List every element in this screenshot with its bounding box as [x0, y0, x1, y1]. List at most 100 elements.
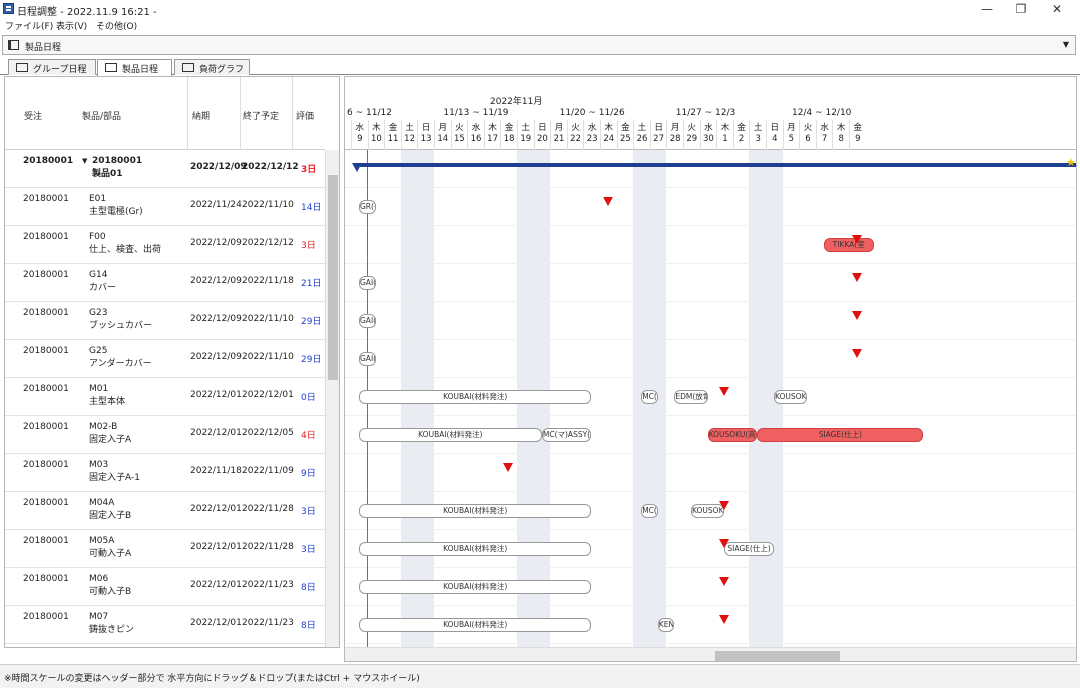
day-cell: 土 26 — [633, 120, 650, 150]
eval-days: 9日 — [301, 469, 316, 479]
header-due[interactable]: 納期 — [192, 112, 211, 122]
task-bar[interactable]: EDM(放電) — [674, 390, 708, 404]
weekday-label: 日 — [538, 123, 547, 133]
date-label: 3 — [755, 134, 761, 144]
close-button[interactable]: ✕ — [1051, 2, 1063, 16]
task-bar[interactable]: KOUBAI(材料発注) — [359, 504, 592, 518]
gantt-header[interactable]: 2022年11月 6 ~ 11/12 11/13 ~ 11/19 11/20 ~ 1… — [345, 77, 1076, 150]
task-bar[interactable]: KOUSOKU(高 — [774, 390, 808, 404]
horizontal-scrollbar[interactable] — [345, 647, 1076, 661]
chevron-down-icon[interactable]: ▼ — [1062, 40, 1069, 49]
date-label: 10 — [370, 134, 382, 144]
end-date: 2022/11/10 — [242, 352, 294, 362]
order-cell: 20180001 — [23, 460, 69, 470]
task-bar[interactable]: MC(マ — [641, 390, 658, 404]
end-date: 2022/11/09 — [242, 466, 294, 476]
menu-view[interactable]: 表示(V) — [56, 22, 88, 32]
due-marker-icon — [852, 273, 862, 282]
expand-icon[interactable]: ▼ — [82, 157, 88, 165]
table-row[interactable]: 20180001 M07 鋳抜きピン 2022/12/01 2022/11/23 8日 — [5, 606, 325, 644]
order-cell: 20180001 — [23, 422, 69, 432]
table-row[interactable]: 20180001 M03 固定入子A-1 2022/11/18 2022/11/09 9日 — [5, 454, 325, 492]
table-row[interactable]: 20180001 G25 アンダーカバー 2022/12/09 2022/11/10 29… — [5, 340, 325, 378]
table-row[interactable]: 20180001 G14 カバー 2022/12/09 2022/11/18 21日 — [5, 264, 325, 302]
header-eval[interactable]: 評価 — [296, 112, 315, 122]
part-code: M02-B — [89, 422, 118, 432]
task-bar[interactable]: GR(グ — [359, 200, 376, 214]
task-bar[interactable]: GAI(外 — [359, 314, 376, 328]
order-cell: 20180001 — [23, 536, 69, 546]
menu-other[interactable]: その他(O) — [96, 22, 138, 32]
task-bar[interactable]: GAI(外 — [359, 352, 376, 366]
list-header: 受注 製品/部品 納期 終了予定 評価 — [5, 77, 325, 150]
end-date: 2022/11/28 — [242, 542, 294, 552]
weekday-label: 土 — [521, 123, 531, 133]
task-bar[interactable]: KOUBAI(材料発注) — [359, 542, 592, 556]
tab-label: グループ日程 — [33, 65, 87, 75]
menu-file[interactable]: ファイル(F) — [5, 22, 54, 32]
due-date: 2022/12/09 — [190, 276, 242, 286]
task-bar[interactable]: SIAGE(仕上) — [724, 542, 774, 556]
table-row[interactable]: 20180001 M04A 固定入子B 2022/12/01 2022/11/28 3日 — [5, 492, 325, 530]
gantt-icon — [105, 63, 117, 72]
date-label: 25 — [619, 134, 631, 144]
task-bar[interactable]: KOUSOKU(高速) — [707, 428, 758, 442]
table-row[interactable]: 20180001 M05A 可動入子A 2022/12/01 2022/11/28 3日 — [5, 530, 325, 568]
task-bar[interactable]: KOUBAI(材料発注) — [359, 580, 592, 594]
table-row[interactable]: 20180001 ▼ 20180001 製品01 2022/12/09 2022/12/1… — [5, 150, 325, 188]
due-marker-icon — [852, 349, 862, 358]
weekday-label: 土 — [405, 123, 414, 133]
task-bar[interactable]: MC(マ — [641, 504, 658, 518]
date-label: 12 — [404, 134, 415, 144]
due-marker-icon — [603, 197, 613, 206]
tab-group-schedule[interactable]: グループ日程 — [8, 59, 96, 75]
part-name: 可動入子B — [89, 587, 132, 597]
weekday-label: 火 — [571, 123, 580, 133]
date-label: 27 — [653, 134, 664, 144]
task-bar[interactable]: KOUBAI(材料発注) — [359, 390, 592, 404]
scroll-thumb[interactable] — [715, 651, 840, 661]
tab-load-graph[interactable]: 負荷グラフ — [174, 59, 250, 75]
task-bar[interactable]: KOUBAI(材料発注) — [359, 428, 542, 442]
day-cell: 火 15 — [450, 120, 468, 150]
header-order[interactable]: 受注 — [24, 112, 43, 122]
table-row[interactable]: 20180001 M02-B 固定入子A 2022/12/01 2022/12/05 4日 — [5, 416, 325, 454]
task-bar[interactable]: TIKKA(室 — [823, 238, 874, 252]
date-label: 8 — [838, 134, 844, 144]
order-cell: 20180001 — [23, 612, 69, 622]
task-bar[interactable]: MC(マ)ASSY( — [541, 428, 592, 442]
task-bar[interactable]: GAI(外 — [359, 276, 376, 290]
table-row[interactable]: 20180001 M01 主型本体 2022/12/01 2022/12/01 0日 — [5, 378, 325, 416]
day-cell: 火 29 — [683, 120, 700, 150]
header-part[interactable]: 製品/部品 — [82, 112, 122, 122]
table-row[interactable]: 20180001 G23 ブッシュカバー 2022/12/09 2022/11/10 29… — [5, 302, 325, 340]
date-label: 29 — [686, 134, 698, 144]
table-row[interactable]: 20180001 M06 可動入子B 2022/12/01 2022/11/23 8日 — [5, 568, 325, 606]
task-bar[interactable]: KOUSOKU — [691, 504, 725, 518]
minimize-button[interactable]: — — [981, 2, 993, 16]
task-bar[interactable]: SIAGE(仕上) — [757, 428, 924, 442]
table-row[interactable]: 20180001 F00 仕上、検査、出荷 2022/12/09 2022/12/12 3… — [5, 226, 325, 264]
tab-product-schedule[interactable]: 製品日程 — [97, 59, 172, 76]
end-date: 2022/11/23 — [242, 618, 294, 628]
eval-days: 8日 — [301, 621, 316, 631]
day-cell: 金 25 — [616, 120, 634, 150]
date-label: 6 — [805, 134, 811, 144]
task-bar[interactable]: KOUBAI(材料発注) — [359, 618, 592, 632]
scroll-thumb[interactable] — [328, 175, 338, 380]
order-cell: 20180001 — [23, 270, 69, 280]
eval-days: 3日 — [301, 241, 316, 251]
part-name: 固定入子A-1 — [89, 473, 140, 483]
product-selector[interactable]: 製品日程 ▼ — [2, 35, 1076, 55]
header-end[interactable]: 終了予定 — [243, 112, 280, 122]
weekday-label: 木 — [372, 123, 381, 133]
order-cell: 20180001 — [23, 346, 69, 356]
maximize-button[interactable]: ❐ — [1015, 2, 1027, 16]
table-row[interactable]: 20180001 E01 主型電極(Gr) 2022/11/24 2022/11/10 1… — [5, 188, 325, 226]
vertical-scrollbar[interactable] — [325, 150, 339, 647]
task-bar[interactable]: KENS — [657, 618, 675, 632]
part-name: 可動入子A — [89, 549, 132, 559]
eval-days: 3日 — [301, 507, 316, 517]
